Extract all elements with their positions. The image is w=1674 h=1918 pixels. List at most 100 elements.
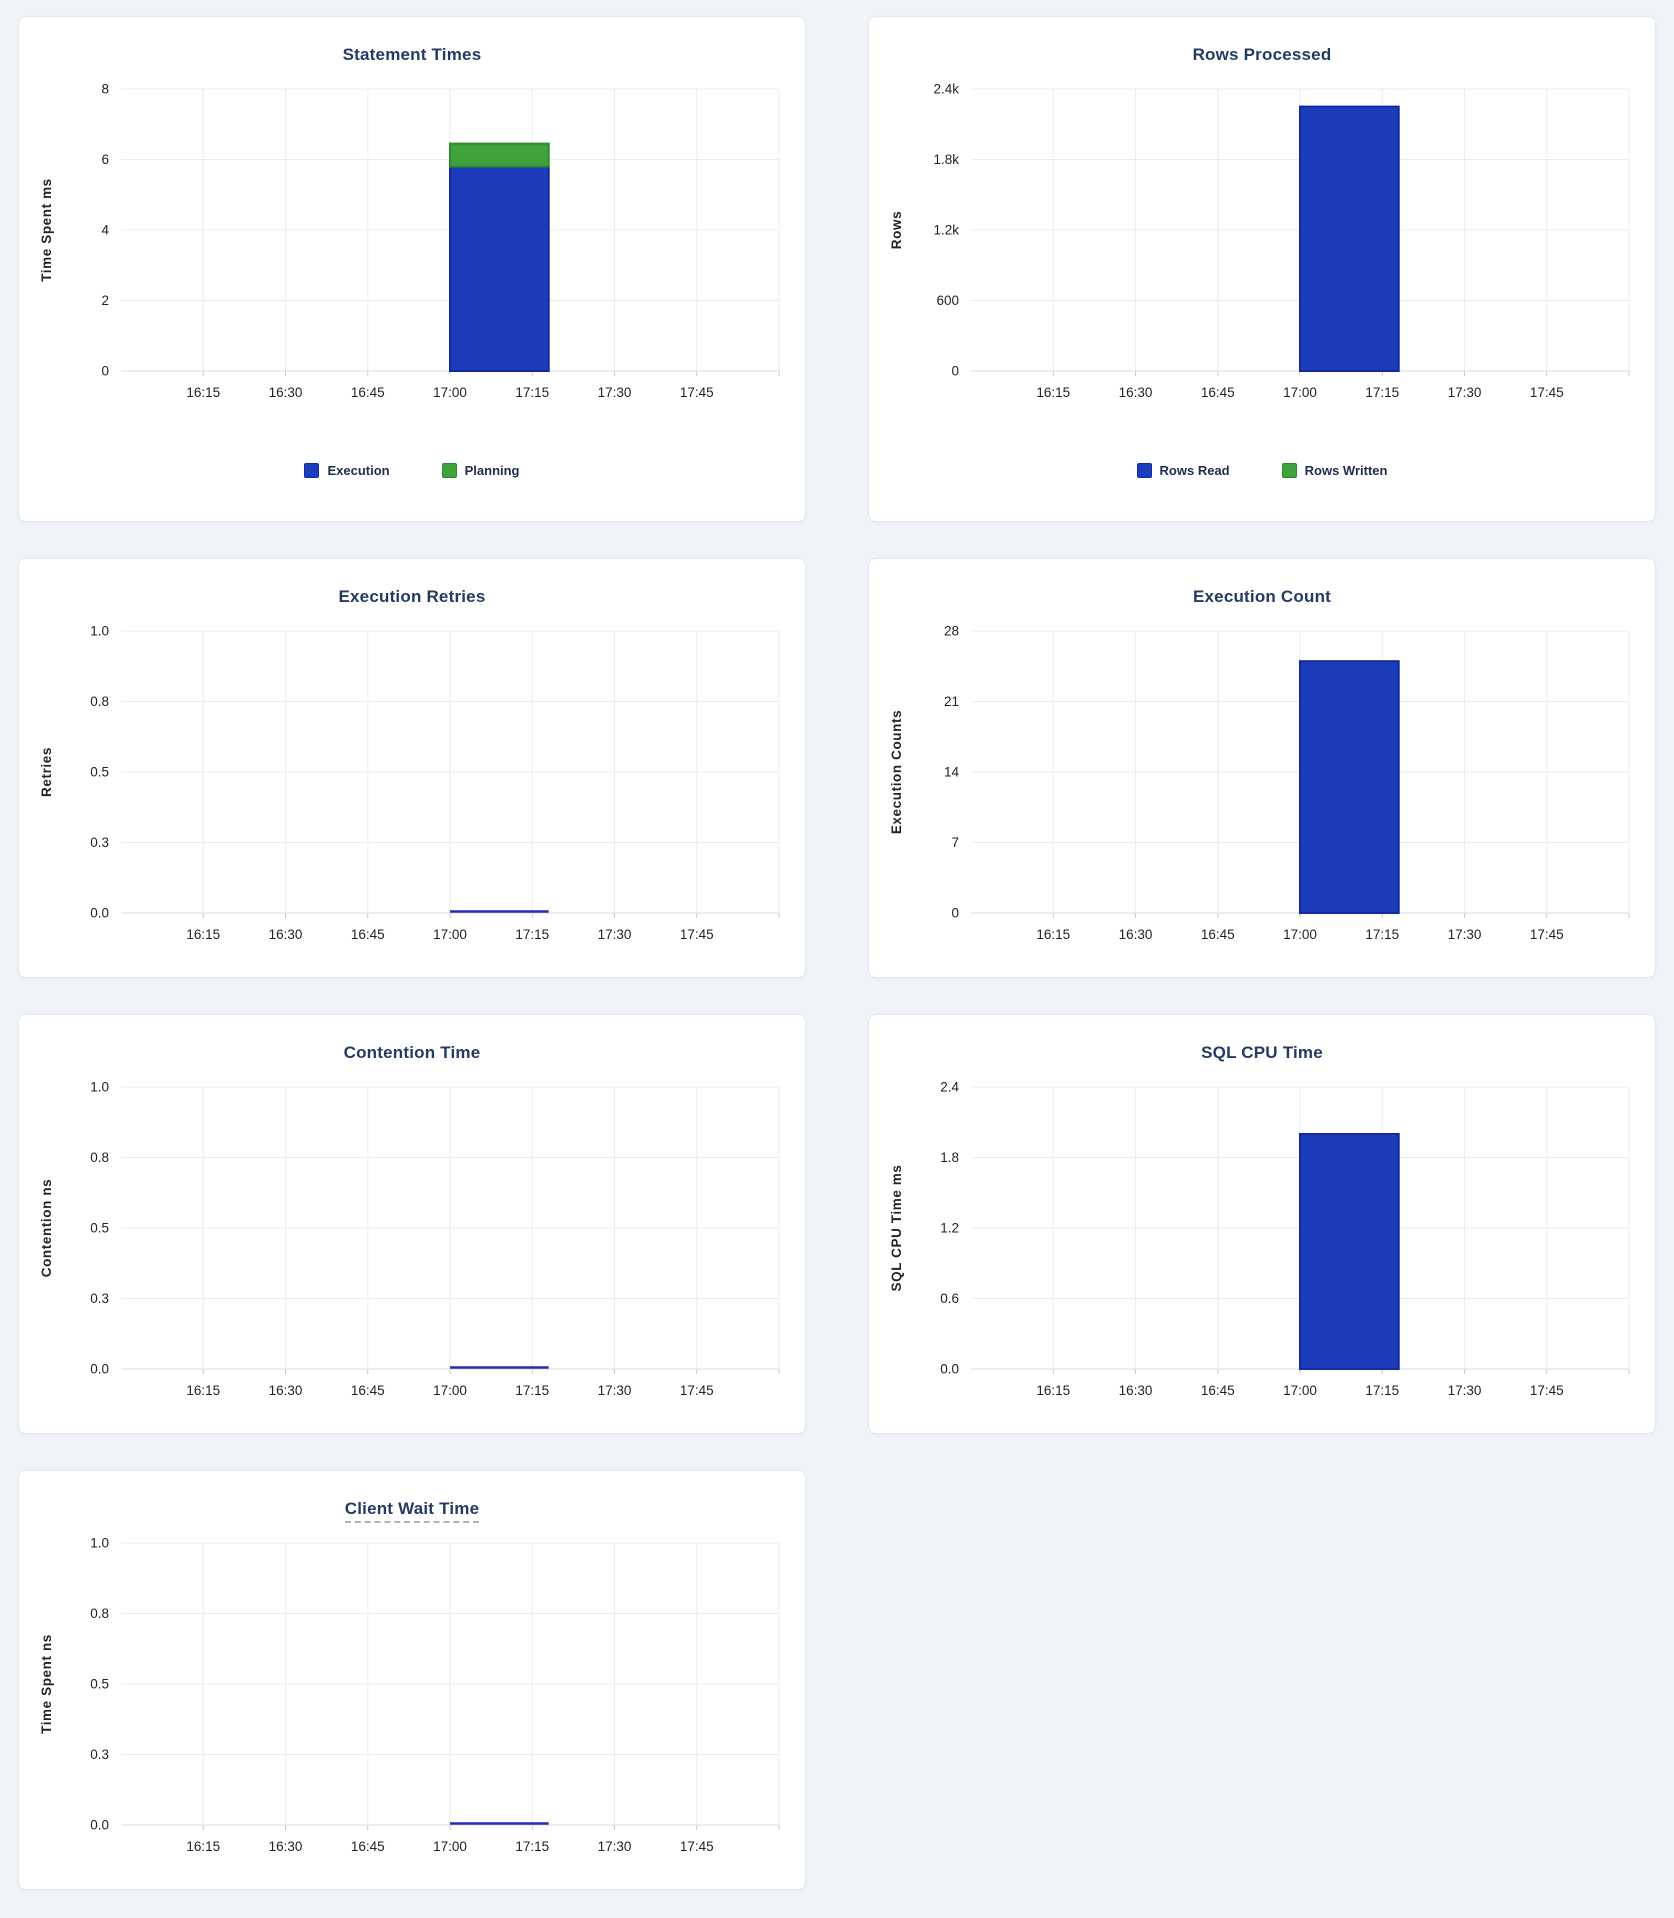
legend-label: Rows Written — [1304, 463, 1388, 478]
statement-times-chart: 0 2 4 6 8 16:15 16:30 16:45 17:00 17:15 17:30 17:45… — [35, 83, 789, 415]
sql-cpu-time-canvas: 0.0 0.6 1.2 1.8 2.4 16:15 16:30 16:45 17:00 17:15… — [889, 1081, 1630, 1398]
y-tick-label: 0.0 — [90, 1362, 109, 1377]
y-tick-label: 2.4k — [933, 83, 959, 97]
x-tick-label: 17:45 — [1530, 927, 1564, 942]
chart-title-execution-retries: Execution Retries — [338, 587, 486, 606]
chart-card-client-wait-time: Client Wait Time 0.0 0.3 0.5 0.8 1.0 16:15 16:… — [18, 1470, 806, 1890]
y-axis-label: SQL CPU Time ms — [889, 1164, 904, 1291]
y-axis-label: Rows — [889, 211, 904, 249]
client-wait-time-canvas: 0.0 0.3 0.5 0.8 1.0 16:15 16:30 16:45 17:00 17:15… — [39, 1537, 780, 1854]
bar-segment-execution-count — [1299, 660, 1400, 915]
x-tick-label: 17:45 — [1530, 385, 1564, 400]
x-tick-label: 17:45 — [680, 385, 714, 400]
y-tick-label: 14 — [944, 765, 960, 780]
x-tick-label: 16:15 — [1036, 385, 1070, 400]
x-tick-label: 17:15 — [515, 927, 549, 942]
bar-segment-rows-read — [1299, 105, 1400, 372]
x-tick-label: 16:45 — [351, 1839, 385, 1854]
y-tick-label: 0.8 — [90, 694, 109, 709]
x-tick-label: 17:45 — [680, 1839, 714, 1854]
x-tick-label: 16:45 — [1201, 385, 1235, 400]
chart-title: Statement Times — [35, 45, 789, 65]
x-tick-label: 16:15 — [186, 385, 220, 400]
x-tick-label: 16:15 — [1036, 1383, 1070, 1398]
y-tick-label: 2 — [101, 293, 109, 308]
x-tick-label: 16:15 — [186, 1839, 220, 1854]
chart-title-contention-time: Contention Time — [343, 1043, 481, 1062]
x-tick-label: 16:45 — [1201, 927, 1235, 942]
x-tick-label: 17:15 — [1365, 927, 1399, 942]
x-tick-label: 16:30 — [1119, 385, 1153, 400]
legend-swatch-rows-written — [1281, 463, 1297, 478]
legend-item-rows-read[interactable]: Rows Read — [1136, 463, 1230, 478]
y-tick-label: 1.0 — [90, 1537, 109, 1551]
y-tick-label: 0.3 — [90, 835, 109, 850]
chart-title-execution-count: Execution Count — [1192, 587, 1332, 606]
y-tick-label: 28 — [944, 625, 959, 639]
y-tick-label: 1.0 — [90, 1081, 109, 1095]
statement-times-canvas: 0 2 4 6 8 16:15 16:30 16:45 17:00 17:15 17:30 17:45… — [39, 83, 780, 400]
x-tick-label: 17:00 — [1283, 927, 1317, 942]
chart-title-sql-cpu-time: SQL CPU Time — [1201, 1043, 1323, 1062]
y-tick-label: 600 — [936, 293, 959, 308]
x-tick-label: 16:15 — [186, 1383, 220, 1398]
x-tick-label: 16:30 — [269, 385, 303, 400]
chart-card-rows-processed: Rows Processed 0 600 1.2k 1.8k 2.4k 16:15 16:3… — [868, 16, 1656, 522]
y-tick-label: 0.5 — [90, 1221, 109, 1236]
legend-swatch-planning — [441, 463, 457, 478]
chart-legend: Rows Read Rows Written — [885, 463, 1639, 478]
execution-count-chart: 0 7 14 21 28 16:15 16:30 16:45 17:00 17:15 17:30 17… — [885, 625, 1639, 957]
legend-label: Rows Read — [1159, 463, 1230, 478]
legend-item-rows-written[interactable]: Rows Written — [1281, 463, 1388, 478]
execution-retries-chart: 0.0 0.3 0.5 0.8 1.0 16:15 16:30 16:45 17:00 17:15… — [35, 625, 789, 957]
x-tick-label: 17:00 — [1283, 1383, 1317, 1398]
chart-title-client-wait-time-tooltip-trigger[interactable]: Client Wait Time — [344, 1499, 480, 1523]
y-tick-label: 4 — [101, 223, 109, 238]
y-tick-label: 0 — [951, 364, 959, 379]
x-tick-label: 16:45 — [351, 385, 385, 400]
y-tick-label: 1.2k — [933, 223, 959, 238]
y-tick-label: 21 — [944, 694, 959, 709]
y-tick-label: 2.4 — [940, 1081, 959, 1095]
y-tick-label: 1.0 — [90, 625, 109, 639]
chart-card-contention-time: Contention Time 0.0 0.3 0.5 0.8 1.0 16:15 16:3… — [18, 1014, 806, 1434]
bar-segment-sql-cpu-time — [1299, 1133, 1400, 1370]
y-tick-label: 6 — [101, 152, 109, 167]
x-tick-label: 16:30 — [269, 927, 303, 942]
legend-item-planning[interactable]: Planning — [441, 463, 520, 478]
contention-time-canvas: 0.0 0.3 0.5 0.8 1.0 16:15 16:30 16:45 17:00 17:15… — [39, 1081, 780, 1398]
chart-title: Client Wait Time — [35, 1499, 789, 1523]
x-tick-label: 17:00 — [433, 1839, 467, 1854]
chart-title-statement-times: Statement Times — [342, 45, 482, 64]
y-axis-label: Execution Counts — [889, 710, 904, 834]
y-tick-label: 1.8 — [940, 1150, 959, 1165]
rows-processed-canvas: 0 600 1.2k 1.8k 2.4k 16:15 16:30 16:45 17:00 17:1… — [889, 83, 1630, 400]
legend-swatch-execution — [304, 463, 320, 478]
y-tick-label: 0.0 — [90, 906, 109, 921]
legend-swatch-rows-read — [1136, 463, 1152, 478]
legend-item-execution[interactable]: Execution — [304, 463, 390, 478]
x-tick-label: 17:00 — [433, 385, 467, 400]
sql-cpu-time-chart: 0.0 0.6 1.2 1.8 2.4 16:15 16:30 16:45 17:00 17:15… — [885, 1081, 1639, 1413]
x-tick-label: 17:30 — [1448, 927, 1482, 942]
y-axis-label: Contention ns — [39, 1179, 54, 1278]
y-tick-label: 1.8k — [933, 152, 959, 167]
y-tick-label: 7 — [951, 835, 959, 850]
x-tick-label: 17:00 — [1283, 385, 1317, 400]
x-tick-label: 17:45 — [1530, 1383, 1564, 1398]
bar-segment-planning — [449, 142, 550, 168]
x-tick-label: 17:30 — [598, 385, 632, 400]
x-tick-label: 16:45 — [1201, 1383, 1235, 1398]
y-tick-label: 0.8 — [90, 1606, 109, 1621]
legend-label: Planning — [464, 463, 520, 478]
chart-card-sql-cpu-time: SQL CPU Time 0.0 0.6 1.2 1.8 2.4 16:15 16:30 16… — [868, 1014, 1656, 1434]
x-tick-label: 17:00 — [433, 1383, 467, 1398]
y-axis-label: Retries — [39, 747, 54, 797]
y-axis-label: Time Spent ns — [39, 1634, 54, 1734]
legend-label: Execution — [327, 463, 390, 478]
x-tick-label: 17:15 — [515, 385, 549, 400]
x-tick-label: 17:30 — [1448, 385, 1482, 400]
client-wait-time-chart: 0.0 0.3 0.5 0.8 1.0 16:15 16:30 16:45 17:00 17:15… — [35, 1537, 789, 1869]
x-tick-label: 17:30 — [598, 1383, 632, 1398]
